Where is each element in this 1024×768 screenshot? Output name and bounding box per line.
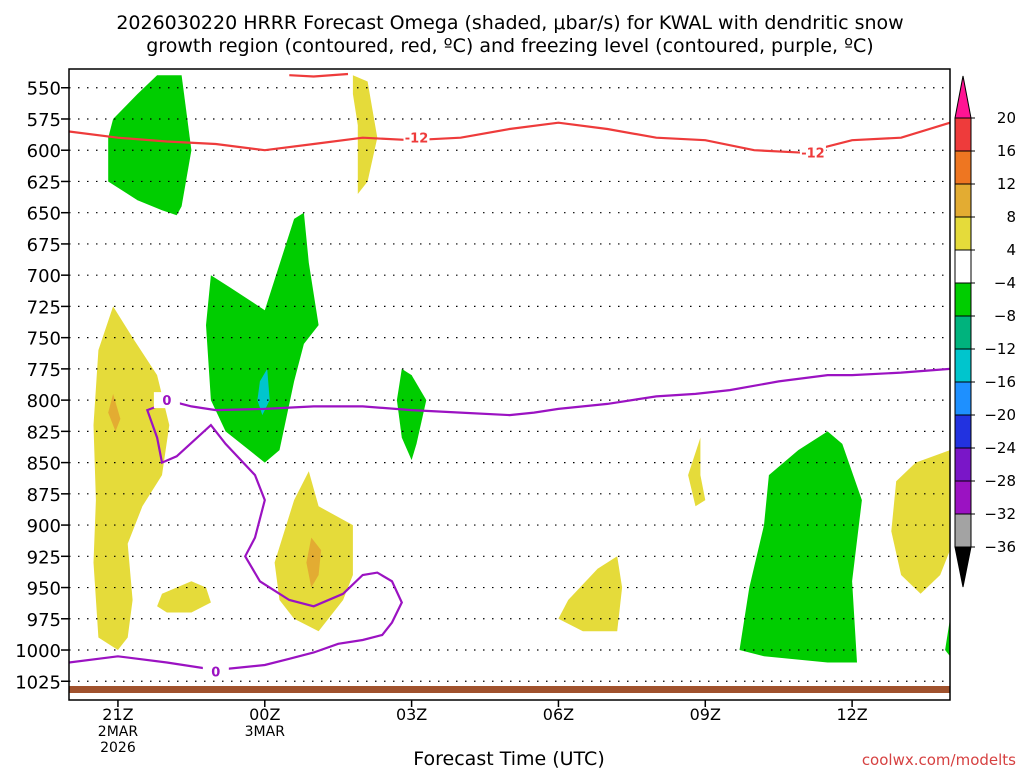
y-tick-label-13: 875 [27,485,61,506]
x-tick-label-3-0: 06Z [543,705,574,724]
y-tick-label-6: 700 [27,266,61,287]
omega-region-1 [206,212,319,463]
colorbar-label-7: −12 [984,340,1016,358]
colorbar-label-13: −36 [984,538,1016,556]
colorbar-label-3: 8 [1006,208,1016,226]
plot-area: -12 -12 0 0 [68,68,951,701]
colorbar-segment-13 [954,513,972,548]
freezing-contour-line-0 [166,367,950,417]
dgz-contour-line-1 [289,72,349,78]
colorbar-segment-2 [954,150,972,185]
y-tick-label-10: 800 [27,391,61,412]
x-tick-label-5-0: 12Z [836,705,867,724]
y-tick-label-18: 1000 [15,641,61,662]
y-tick-label-8: 750 [27,329,61,350]
colorbar-label-4: 4 [1006,241,1016,259]
omega-region-7 [157,581,211,613]
x-tick-label-1-1: 3MAR [245,724,286,740]
colorbar-label-6: −8 [994,307,1016,325]
colorbar-arrow-top [954,75,972,119]
y-tick-label-3: 625 [27,172,61,193]
colorbar-label-1: 16 [997,142,1016,160]
credit-link[interactable]: coolwx.com/modelts [862,751,1016,768]
omega-region-13 [108,393,121,432]
omega-region-5 [945,618,950,657]
x-axis-label: Forecast Time (UTC) [413,748,604,768]
y-tick-label-9: 775 [27,360,61,381]
colorbar: 20 16 12 8 4 −4 −8 −12 −16 −20 −24 −28 −32 −36 [954,75,1016,588]
omega-region-10 [558,556,623,632]
y-axis: 550 575 600 625 650 675 700 725 750 775 800 825 850 8… [15,79,69,693]
colorbar-segment-9 [954,381,972,416]
y-tick-label-17: 975 [27,610,61,631]
x-tick-label-0-2: 2026 [100,740,136,756]
colorbar-arrow-bottom [954,546,972,588]
omega-region-12 [891,450,950,594]
plot-frame [68,68,951,701]
y-tick-label-0: 550 [27,79,61,100]
omega-region-0 [108,75,192,216]
freezing-contour-label-0: 0 [162,394,171,409]
dgz-contour-label-1: -12 [801,147,825,162]
x-tick-label-4-0: 09Z [690,705,721,724]
omega-region-14 [306,537,322,588]
colorbar-label-11: −28 [984,472,1016,490]
colorbar-segment-10 [954,414,972,449]
y-tick-label-11: 825 [27,422,61,443]
y-tick-label-5: 675 [27,235,61,256]
colorbar-label-0: 20 [997,109,1016,127]
x-tick-label-1-0: 00Z [249,705,280,724]
colorbar-label-12: −32 [984,505,1016,523]
terrain-band [69,686,950,693]
x-tick-label-0-0: 21Z [102,705,133,724]
y-tick-label-12: 850 [27,454,61,475]
omega-region-3 [396,368,427,461]
y-tick-label-15: 925 [27,547,61,568]
y-tick-label-1: 575 [27,110,61,131]
chart-title-line1: 2026030220 HRRR Forecast Omega (shaded, … [116,12,903,34]
omega-region-2 [257,368,270,416]
dgz-contour-label-0: -12 [405,132,429,147]
colorbar-segment-5 [954,249,972,284]
dgz-contour-label-bg-0 [403,129,430,146]
y-tick-label-14: 900 [27,516,61,537]
colorbar-segment-12 [954,480,972,515]
omega-shading [93,75,950,663]
x-tick-label-0-1: 2MAR [98,724,139,740]
colorbar-segment-6 [954,282,972,317]
freezing-contour-label-bg-1 [202,663,229,680]
y-tick-label-2: 600 [27,141,61,162]
freezing-contour-label-bg-0 [153,392,180,409]
colorbar-segment-7 [954,315,972,350]
x-tick-label-2-0: 03Z [396,705,427,724]
omega-region-8 [352,75,378,194]
colorbar-segment-1 [954,117,972,152]
y-tick-label-7: 725 [27,297,61,318]
y-tick-label-19: 1025 [15,672,61,693]
y-tick-label-16: 950 [27,579,61,600]
omega-region-11 [688,437,706,507]
colorbar-label-9: −20 [984,406,1016,424]
colorbar-label-10: −24 [984,439,1016,457]
colorbar-segment-8 [954,348,972,383]
contours: -12 -12 0 0 [69,72,950,680]
colorbar-label-5: −4 [994,274,1016,292]
dgz-contour-label-bg-1 [799,144,826,161]
omega-region-4 [739,431,862,663]
freezing-contour-line-1 [69,405,404,672]
omega-region-6 [93,306,170,650]
colorbar-label-2: 12 [997,175,1016,193]
colorbar-label-8: −16 [984,373,1016,391]
colorbar-segment-11 [954,447,972,482]
colorbar-segment-3 [954,183,972,218]
colorbar-segment-4 [954,216,972,251]
freezing-contour-label-1: 0 [211,665,220,680]
chart-title-line2: growth region (contoured, red, ºC) and f… [146,35,873,57]
y-tick-label-4: 650 [27,204,61,225]
